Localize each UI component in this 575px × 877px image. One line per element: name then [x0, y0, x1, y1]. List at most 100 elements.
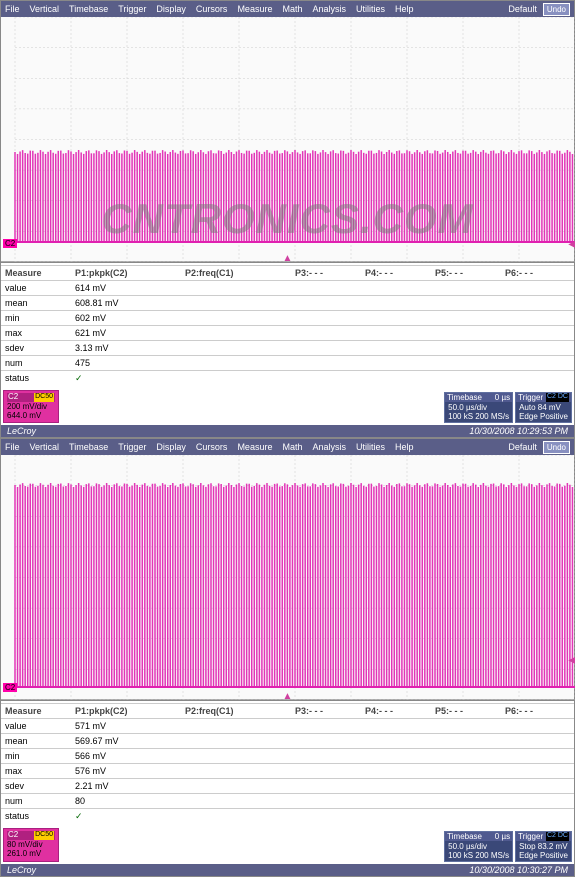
measure-cell [295, 343, 365, 353]
trigger-position-icon[interactable]: ▲ [283, 691, 293, 702]
menu-file[interactable]: File [5, 442, 20, 452]
undo-button[interactable]: Undo [543, 441, 570, 454]
channel-box[interactable]: C2DC50 200 mV/div 644.0 mV [3, 390, 59, 423]
brand-logo: LeCroy [7, 865, 36, 875]
menu-help[interactable]: Help [395, 442, 414, 452]
measure-cell [365, 751, 435, 761]
measure-cell [435, 313, 505, 323]
measure-cell [435, 283, 505, 293]
menu-measure[interactable]: Measure [237, 4, 272, 14]
measure-cell: max [5, 766, 75, 776]
measure-cell [185, 358, 295, 368]
brand-bar: LeCroy 10/30/2008 10:30:27 PM [1, 864, 574, 876]
menu-help[interactable]: Help [395, 4, 414, 14]
measure-cell [435, 811, 505, 822]
measure-cell [295, 373, 365, 384]
measure-cell [435, 373, 505, 384]
menu-measure[interactable]: Measure [237, 442, 272, 452]
timebase-box[interactable]: Timebase0 µs 50.0 µs/div 100 kS 200 MS/s [444, 392, 513, 423]
bottom-bar: C2DC50 200 mV/div 644.0 mV Timebase0 µs … [1, 388, 574, 425]
measure-header-0: Measure [5, 268, 75, 278]
measure-cell: ✓ [75, 373, 185, 384]
measure-cell: sdev [5, 343, 75, 353]
measure-cell: value [5, 283, 75, 293]
menu-utilities[interactable]: Utilities [356, 442, 385, 452]
menu-timebase[interactable]: Timebase [69, 4, 108, 14]
measure-cell [185, 751, 295, 761]
undo-button[interactable]: Undo [543, 3, 570, 16]
menu-display[interactable]: Display [156, 4, 186, 14]
measure-cell: ✓ [75, 811, 185, 822]
waveform-area[interactable]: C2 ◀ ▲ [1, 455, 574, 700]
measure-cell [295, 721, 365, 731]
measure-cell [185, 298, 295, 308]
measure-cell: 621 mV [75, 328, 185, 338]
measure-cell [365, 283, 435, 293]
measurement-table: MeasureP1:pkpk(C2)P2:freq(C1)P3:- - -P4:… [1, 262, 574, 388]
menu-utilities[interactable]: Utilities [356, 4, 385, 14]
measure-cell [185, 313, 295, 323]
measure-cell: 80 [75, 796, 185, 806]
measure-header-5: P5:- - - [435, 706, 505, 716]
menubar: File Vertical Timebase Trigger Display Cursor… [1, 439, 574, 455]
measure-header-5: P5:- - - [435, 268, 505, 278]
menu-math[interactable]: Math [282, 4, 302, 14]
measure-header-2: P2:freq(C1) [185, 706, 295, 716]
measure-cell [435, 736, 505, 746]
measure-header-1: P1:pkpk(C2) [75, 706, 185, 716]
measure-cell [295, 796, 365, 806]
channel-label: C2 [3, 683, 17, 692]
menu-default[interactable]: Default [508, 442, 537, 452]
channel-box[interactable]: C2DC50 80 mV/div 261.0 mV [3, 828, 59, 861]
menu-file[interactable]: File [5, 4, 20, 14]
menu-cursors[interactable]: Cursors [196, 442, 228, 452]
menu-timebase[interactable]: Timebase [69, 442, 108, 452]
menu-cursors[interactable]: Cursors [196, 4, 228, 14]
measure-cell [505, 781, 575, 791]
bottom-bar: C2DC50 80 mV/div 261.0 mV Timebase0 µs 5… [1, 826, 574, 863]
measure-cell [435, 343, 505, 353]
menu-analysis[interactable]: Analysis [312, 4, 346, 14]
measure-cell [295, 328, 365, 338]
measure-cell: 602 mV [75, 313, 185, 323]
menu-display[interactable]: Display [156, 442, 186, 452]
measure-cell [505, 766, 575, 776]
measure-cell [505, 751, 575, 761]
measure-header-1: P1:pkpk(C2) [75, 268, 185, 278]
measure-header-0: Measure [5, 706, 75, 716]
menu-analysis[interactable]: Analysis [312, 442, 346, 452]
timebase-box[interactable]: Timebase0 µs 50.0 µs/div 100 kS 200 MS/s [444, 831, 513, 862]
measure-cell: min [5, 313, 75, 323]
measure-cell [295, 781, 365, 791]
measure-cell: 566 mV [75, 751, 185, 761]
menu-vertical[interactable]: Vertical [30, 4, 60, 14]
measure-cell [365, 313, 435, 323]
waveform-area[interactable]: C2◀▲ [1, 17, 574, 262]
measure-cell [295, 736, 365, 746]
menu-trigger[interactable]: Trigger [118, 442, 146, 452]
measure-cell [185, 736, 295, 746]
measure-cell [435, 766, 505, 776]
timestamp: 10/30/2008 10:29:53 PM [469, 426, 568, 436]
trigger-box[interactable]: TriggerC2 DC Stop 83.2 mV Edge Positive [515, 831, 572, 862]
measure-cell [505, 358, 575, 368]
brand-logo: LeCroy [7, 426, 36, 436]
menu-vertical[interactable]: Vertical [30, 442, 60, 452]
menu-math[interactable]: Math [282, 442, 302, 452]
trigger-level-icon[interactable]: ◀ [568, 655, 575, 666]
measure-cell [185, 781, 295, 791]
measure-cell [365, 358, 435, 368]
trigger-box[interactable]: TriggerC2 DC Auto 84 mV Edge Positive [515, 392, 572, 423]
measure-cell [505, 313, 575, 323]
measure-cell: sdev [5, 781, 75, 791]
measure-cell [365, 781, 435, 791]
measure-cell: mean [5, 298, 75, 308]
measure-cell [505, 811, 575, 822]
trigger-level-icon[interactable]: ◀ [568, 239, 575, 250]
measure-cell [295, 358, 365, 368]
measure-cell: 608.81 mV [75, 298, 185, 308]
measure-cell [295, 283, 365, 293]
menu-default[interactable]: Default [508, 4, 537, 14]
menu-trigger[interactable]: Trigger [118, 4, 146, 14]
trigger-position-icon[interactable]: ▲ [283, 253, 293, 264]
